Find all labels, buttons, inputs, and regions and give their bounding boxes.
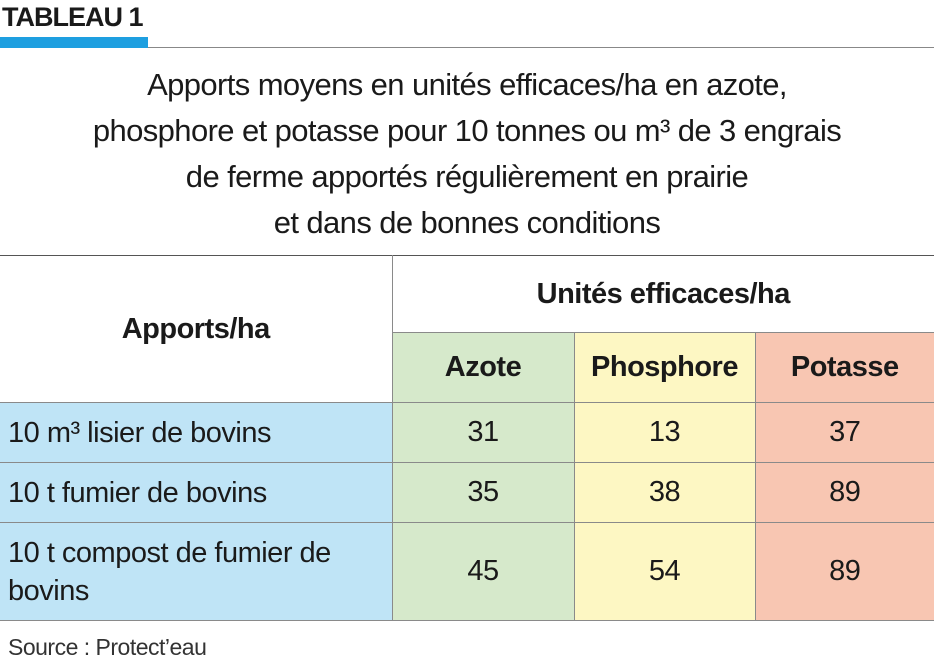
title-line: et dans de bonnes conditions: [273, 205, 661, 240]
cell: 37: [754, 402, 934, 463]
cell: 45: [391, 522, 575, 621]
source: Source : Protect’eau: [8, 634, 207, 660]
title-line: phosphore et potasse pour 10 tonnes ou m…: [92, 113, 842, 148]
title-line: Apports moyens en unités efficaces/ha en…: [147, 67, 787, 102]
group-header: Unités efficaces/ha: [391, 255, 934, 333]
row-header: Apports/ha: [0, 255, 393, 403]
cell: 38: [573, 462, 756, 523]
cell: 13: [573, 402, 756, 463]
cell: 54: [573, 522, 756, 621]
row-label: 10 m³ lisier de bovins: [0, 402, 393, 463]
cell: 89: [754, 522, 934, 621]
row-label: 10 t fumier de bovins: [0, 462, 393, 523]
cell: 31: [391, 402, 575, 463]
title-line: de ferme apportés régulièrement en prair…: [185, 159, 749, 194]
label-bar: [0, 37, 148, 48]
column-header: Potasse: [754, 332, 934, 403]
title: Apports moyens en unités efficaces/ha en…: [0, 62, 934, 246]
cell: 89: [754, 462, 934, 523]
column-header: Azote: [392, 332, 575, 403]
data-table: Apports/ha Unités efficaces/ha Azote Pho…: [0, 255, 934, 621]
cell: 35: [391, 462, 575, 523]
column-header: Phosphore: [573, 332, 756, 403]
table-label: TABLEAU 1: [2, 2, 144, 32]
rule: [148, 47, 934, 48]
row-label: 10 t compost de fumier de bovins: [0, 522, 393, 621]
